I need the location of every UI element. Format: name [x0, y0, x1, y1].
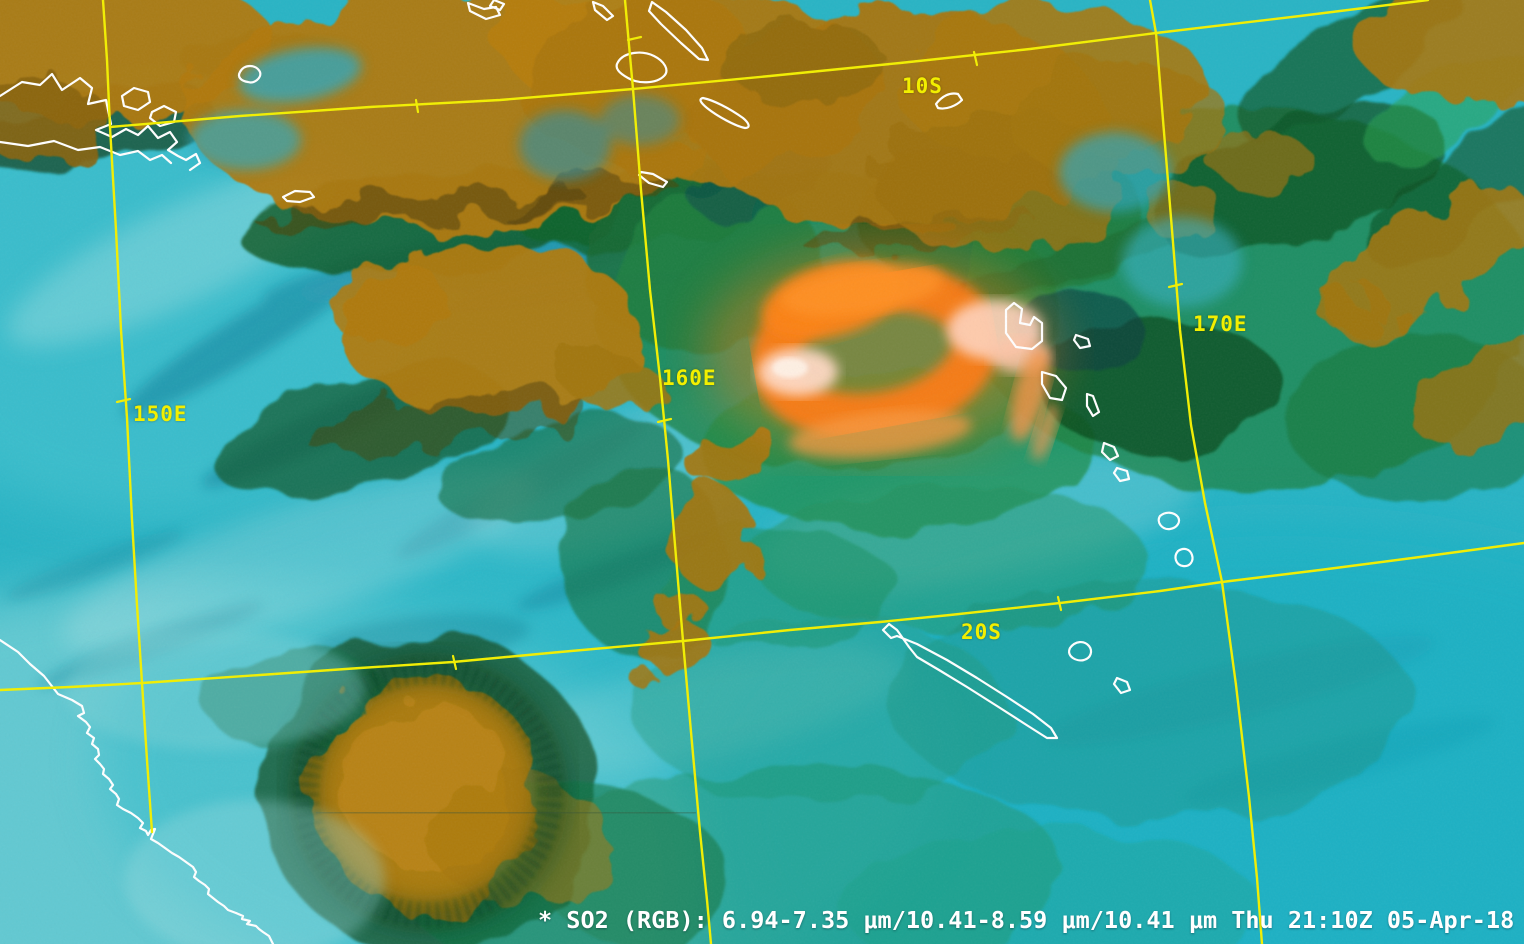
- grid-label-150e: 150E: [133, 402, 188, 426]
- product-annotation: * SO2 (RGB): 6.94-7.35 μm/10.41-8.59 μm/…: [538, 906, 1515, 934]
- grid-label-170e: 170E: [1193, 312, 1248, 336]
- grid-label-10s: 10S: [902, 74, 943, 98]
- grid-label-20s: 20S: [961, 620, 1002, 644]
- grid-label-160e: 160E: [662, 366, 717, 390]
